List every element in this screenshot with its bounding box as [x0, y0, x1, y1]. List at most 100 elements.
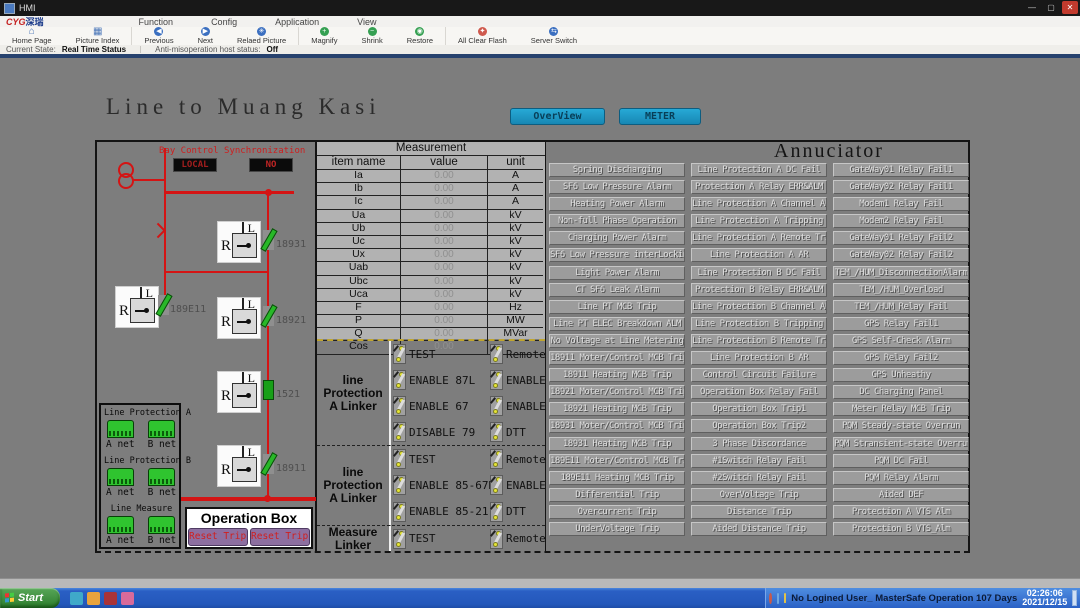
link-switch-icon[interactable]	[490, 396, 503, 416]
annunciator-tile[interactable]: #1Switch Relay Fail	[691, 453, 827, 468]
link-switch-icon[interactable]	[490, 422, 503, 442]
link-switch-icon[interactable]	[393, 344, 406, 364]
annunciator-tile[interactable]: 18911 Moter/Control MCB Trip	[549, 351, 685, 366]
toolbar-button[interactable]: − Shrink	[349, 27, 394, 45]
link-switch-icon[interactable]	[490, 449, 503, 470]
network-icon[interactable]	[776, 592, 780, 604]
taskbar-clock[interactable]: 02:26:06 2021/12/15	[1022, 589, 1067, 607]
reset-trip1-button[interactable]: Reset Trip1	[188, 528, 248, 546]
annunciator-tile[interactable]: Modem2 Relay Fail	[833, 214, 969, 229]
annunciator-tile[interactable]: Distance Trip	[691, 504, 827, 519]
annunciator-tile[interactable]: Spring Discharging	[549, 163, 685, 177]
link-switch-icon[interactable]	[393, 396, 406, 416]
menu-item[interactable]: Application	[275, 16, 320, 27]
annunciator-tile[interactable]: GPS Relay Fail1	[833, 316, 969, 331]
lock-icon[interactable]	[784, 593, 787, 603]
annunciator-tile[interactable]: GPS Self-Check Alarm	[833, 333, 969, 348]
annunciator-tile[interactable]: Line Protection A Remote Trip	[691, 231, 827, 246]
link-switch-icon[interactable]	[393, 528, 406, 549]
annunciator-tile[interactable]: Overcurrent Trip	[549, 504, 685, 519]
toolbar-button[interactable]: ⌂ Home Page	[0, 27, 64, 45]
annunciator-tile[interactable]: 18921 Moter/Control MCB Trip	[549, 385, 685, 400]
toolbar-button[interactable]: ◀ Previous	[131, 27, 185, 45]
menu-item[interactable]: Config	[211, 16, 238, 27]
annunciator-tile[interactable]: PQM Steady-state Overrun	[833, 419, 969, 434]
annunciator-tile[interactable]: Line Protection B Remote Trip	[691, 333, 827, 348]
annunciator-tile[interactable]: 189E11 Moter/Control MCB Trip	[549, 453, 685, 468]
annunciator-tile[interactable]: Line Protection B AR	[691, 351, 827, 366]
breaker-18931[interactable]: L R	[218, 221, 260, 262]
reset-trip2-button[interactable]: Reset Trip2	[250, 528, 310, 546]
annunciator-tile[interactable]: Line Protection B Tripping	[691, 316, 827, 331]
toolbar-button[interactable]: ✦ All Clear Flash	[445, 27, 519, 45]
breaker-189E11[interactable]: L R	[116, 286, 158, 327]
annunciator-tile[interactable]: Line Protection B DC Fail	[691, 265, 827, 280]
annunciator-tile[interactable]: Line Protection A Channel ALM	[691, 197, 827, 212]
toolbar-button[interactable]: ◉ Restore	[395, 27, 445, 45]
annunciator-tile[interactable]: Line Protection A Tripping	[691, 214, 827, 229]
toolbar-button[interactable]: ⇆ Server Switch	[519, 27, 589, 45]
annunciator-tile[interactable]: 189E11 Heating MCB Trip	[549, 470, 685, 485]
annunciator-tile[interactable]: GateWay02 Relay Fail2	[833, 248, 969, 263]
annunciator-tile[interactable]: #2Switch Relay Fail	[691, 470, 827, 485]
annunciator-tile[interactable]: Aided DEF	[833, 487, 969, 502]
disconnector-indicator-18911[interactable]	[260, 452, 278, 476]
menu-item[interactable]: View	[357, 16, 377, 27]
annunciator-tile[interactable]: Non-full Phase Operation	[549, 214, 685, 229]
annunciator-tile[interactable]: Modem1 Relay Fail	[833, 197, 969, 212]
annunciator-tile[interactable]: 18931 Moter/Control MCB Trip	[549, 419, 685, 434]
annunciator-tile[interactable]: Protection B Relay ERR&ALM	[691, 282, 827, 297]
annunciator-tile[interactable]: GateWay02 Relay Fail1	[833, 180, 969, 195]
annunciator-tile[interactable]: TEM_/HUM_Overload	[833, 282, 969, 297]
shield-icon[interactable]	[104, 591, 117, 605]
document-icon[interactable]	[87, 591, 100, 605]
annunciator-tile[interactable]: CT SF6 Leak Alarm	[549, 282, 685, 297]
breaker-18911[interactable]: L R	[218, 445, 260, 486]
annunciator-tile[interactable]: SF6 Low Pressure interLocking	[549, 248, 685, 263]
breaker-18921[interactable]: L R	[218, 297, 260, 338]
annunciator-tile[interactable]: Protection A Relay ERR&ALM	[691, 180, 827, 195]
toolbar-button[interactable]: + Magnify	[298, 27, 349, 45]
annunciator-tile[interactable]: GateWay01 Relay Fail1	[833, 163, 969, 177]
annunciator-tile[interactable]: Line Protection B Channel ALM	[691, 299, 827, 314]
annunciator-tile[interactable]: Heating Power Alarm	[549, 197, 685, 212]
annunciator-tile[interactable]: UnderVoltage Trip	[549, 521, 685, 536]
disconnector-indicator-189E11[interactable]	[155, 293, 173, 317]
annunciator-tile[interactable]: Differential Trip	[549, 487, 685, 502]
media-icon[interactable]	[121, 591, 134, 605]
menu-item[interactable]: Function	[138, 16, 174, 27]
meter-button[interactable]: METER	[619, 108, 701, 125]
annunciator-tile[interactable]: Line Protection A DC Fail	[691, 163, 827, 177]
annunciator-tile[interactable]: DC Charging Panel	[833, 385, 969, 400]
toolbar-button[interactable]: ▶ Next	[186, 27, 225, 45]
annunciator-tile[interactable]: Charging Power Alarm	[549, 231, 685, 246]
link-switch-icon[interactable]	[490, 370, 503, 390]
disconnector-indicator-18931[interactable]	[260, 228, 278, 252]
alarm-icon[interactable]	[769, 592, 772, 604]
annunciator-tile[interactable]: GateWay01 Relay Fail2	[833, 231, 969, 246]
annunciator-tile[interactable]: Operation Box Relay Fail	[691, 385, 827, 400]
annunciator-tile[interactable]: Protection A VTS Alm	[833, 504, 969, 519]
annunciator-tile[interactable]: 18931 Heating MCB Trip	[549, 436, 685, 451]
no-indicator[interactable]: NO	[249, 158, 293, 172]
breaker-1521[interactable]: L R	[218, 371, 260, 412]
breaker-indicator-1521[interactable]	[263, 380, 274, 400]
link-switch-icon[interactable]	[393, 501, 406, 522]
link-switch-icon[interactable]	[490, 501, 503, 522]
link-switch-icon[interactable]	[490, 344, 503, 364]
maximize-button[interactable]: ▢	[1047, 3, 1055, 12]
link-switch-icon[interactable]	[393, 422, 406, 442]
annunciator-tile[interactable]: OverVoltage Trip	[691, 487, 827, 502]
show-desktop-icon[interactable]	[1072, 590, 1077, 606]
annunciator-tile[interactable]: Operation Box Trip2	[691, 419, 827, 434]
annunciator-tile[interactable]: Aided Distance Trip	[691, 521, 827, 536]
annunciator-tile[interactable]: Line PT MCB Trip	[549, 299, 685, 314]
annunciator-tile[interactable]: Control Circuit Failure	[691, 368, 827, 383]
link-switch-icon[interactable]	[490, 475, 503, 496]
annunciator-tile[interactable]: PQM DC Fail	[833, 453, 969, 468]
annunciator-tile[interactable]: Protection B VTS_Alm	[833, 521, 969, 536]
annunciator-tile[interactable]: TEM_/HUM_Relay Fail	[833, 299, 969, 314]
annunciator-tile[interactable]: GPS Relay Fail2	[833, 351, 969, 366]
annunciator-tile[interactable]: No Voltage at Line Metering	[549, 333, 685, 348]
close-button[interactable]: ✕	[1062, 1, 1078, 14]
